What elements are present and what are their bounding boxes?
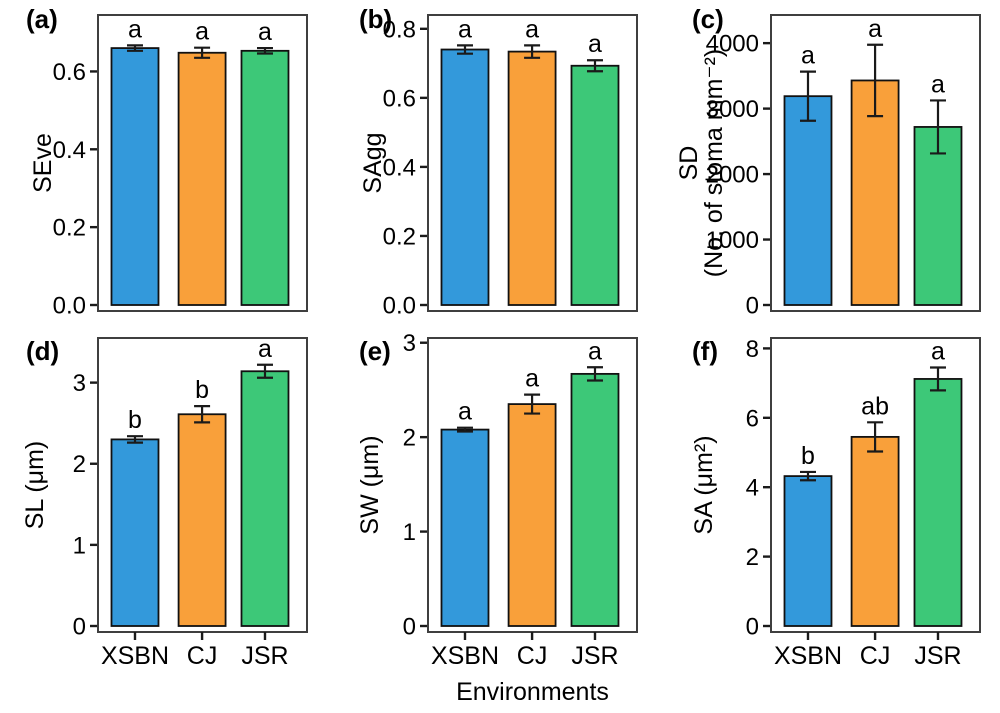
panel-frame bbox=[770, 14, 981, 312]
y-tick-label: 0.0 bbox=[53, 293, 86, 320]
x-tick-label: JSR bbox=[241, 642, 288, 670]
bar-JSR bbox=[570, 372, 620, 627]
y-tick-label: 3 bbox=[73, 370, 86, 397]
panel-b: (b) SAgg 0.0 0.2 0.4 0.6 0.8 a a a bbox=[333, 0, 666, 322]
y-tick-label: 1 bbox=[403, 519, 416, 546]
bar-JSR bbox=[570, 64, 620, 306]
sig-letter: b bbox=[128, 406, 142, 434]
sig-letter: a bbox=[931, 70, 945, 98]
bar-CJ bbox=[507, 403, 557, 627]
panel-e: (e) SW (μm) 0 1 2 3 a XSBN a CJ a JSR Environment… bbox=[333, 322, 666, 713]
sig-letter: a bbox=[931, 337, 945, 365]
plot-area-d: 0 1 2 3 b XSBN b CJ a JSR bbox=[73, 335, 308, 670]
sig-letter: a bbox=[128, 15, 142, 43]
x-tick-label: CJ bbox=[860, 642, 891, 670]
sig-letter: b bbox=[801, 442, 815, 470]
plot-area-e: 0 1 2 3 a XSBN a CJ a JSR bbox=[403, 330, 638, 670]
panel-frame bbox=[97, 14, 308, 312]
sig-letter: a bbox=[868, 15, 882, 43]
panel-a: (a) SEve 0.0 0.2 0.4 0.6 a a a bbox=[0, 0, 333, 322]
sig-letter: a bbox=[588, 30, 602, 58]
panel-f-label: (f) bbox=[692, 336, 718, 366]
y-tick-label: 4 bbox=[746, 475, 759, 502]
bar-CJ bbox=[850, 79, 900, 306]
sig-letter: a bbox=[801, 42, 815, 70]
y-tick-label: 0 bbox=[403, 614, 416, 641]
bar-JSR bbox=[913, 126, 963, 306]
y-tick-label: 0.0 bbox=[383, 293, 416, 320]
x-tick-label: JSR bbox=[571, 642, 618, 670]
x-axis-title: Environments bbox=[456, 678, 609, 706]
plot-area-a: 0.0 0.2 0.4 0.6 a a a bbox=[53, 14, 308, 320]
y-tick-label: 0.6 bbox=[53, 59, 86, 86]
bar-CJ bbox=[177, 51, 227, 306]
x-tick-label: XSBN bbox=[431, 642, 499, 670]
y-tick-label: 6 bbox=[746, 405, 759, 432]
y-tick-label: 2000 bbox=[706, 162, 759, 189]
y-tick-label: 0.4 bbox=[383, 154, 416, 181]
bar-CJ bbox=[507, 50, 557, 306]
y-tick-label: 4000 bbox=[706, 31, 759, 58]
x-tick-label: CJ bbox=[517, 642, 548, 670]
y-tick-label: 0 bbox=[73, 614, 86, 641]
bar-XSBN bbox=[440, 428, 490, 627]
y-tick-label: 0 bbox=[746, 614, 759, 641]
panel-d: (d) SL (μm) 0 1 2 3 b XSBN b CJ a JSR bbox=[0, 322, 333, 713]
sig-letter: ab bbox=[861, 392, 889, 420]
sig-letter: a bbox=[525, 365, 539, 393]
sig-letter: a bbox=[458, 15, 472, 43]
bar-XSBN bbox=[783, 475, 833, 627]
y-tick-label: 8 bbox=[746, 336, 759, 363]
plot-area-c: 0 1000 2000 3000 4000 a a a bbox=[706, 14, 981, 320]
x-tick-label: XSBN bbox=[101, 642, 169, 670]
sig-letter: a bbox=[258, 335, 272, 363]
plot-area-f: 0 2 4 6 8 b XSBN ab CJ a JSR bbox=[746, 336, 981, 670]
y-tick-label: 2 bbox=[403, 425, 416, 452]
panel-a-label: (a) bbox=[26, 4, 58, 34]
bar-JSR bbox=[240, 370, 290, 627]
bar-XSBN bbox=[110, 438, 160, 627]
sig-letter: a bbox=[525, 15, 539, 43]
sig-letter: a bbox=[458, 398, 472, 426]
panel-c: (c) SD (No. of stoma mm⁻²) 0 1000 2000 3000… bbox=[666, 0, 1000, 322]
x-tick-label: XSBN bbox=[774, 642, 842, 670]
panel-e-label: (e) bbox=[359, 336, 391, 366]
sig-letter: a bbox=[258, 18, 272, 46]
plot-area-b: 0.0 0.2 0.4 0.6 0.8 a a a bbox=[383, 14, 638, 320]
bar-XSBN bbox=[440, 48, 490, 306]
y-tick-label: 1 bbox=[73, 532, 86, 559]
panel-b-label: (b) bbox=[359, 4, 393, 34]
panel-frame bbox=[427, 14, 638, 312]
y-tick-label: 3 bbox=[403, 330, 416, 357]
y-tick-label: 0 bbox=[746, 293, 759, 320]
panel-c-label: (c) bbox=[692, 4, 724, 34]
y-tick-label: 0.2 bbox=[383, 223, 416, 250]
y-tick-label: 0.4 bbox=[53, 137, 86, 164]
bar-XSBN bbox=[110, 47, 160, 306]
y-tick-label: 1000 bbox=[706, 227, 759, 254]
y-tick-label: 0.6 bbox=[383, 85, 416, 112]
bar-JSR bbox=[240, 49, 290, 306]
sig-letter: a bbox=[588, 337, 602, 365]
x-tick-label: JSR bbox=[914, 642, 961, 670]
bar-JSR bbox=[913, 378, 963, 627]
y-tick-label: 2 bbox=[73, 451, 86, 478]
bar-CJ bbox=[177, 413, 227, 627]
x-tick-label: CJ bbox=[187, 642, 218, 670]
bar-CJ bbox=[850, 435, 900, 627]
sig-letter: b bbox=[195, 376, 209, 404]
panel-d-label: (d) bbox=[26, 336, 60, 366]
y-tick-label: 2 bbox=[746, 544, 759, 571]
y-tick-label: 0.2 bbox=[53, 215, 86, 242]
sig-letter: a bbox=[195, 18, 209, 46]
bar-XSBN bbox=[783, 95, 833, 306]
y-tick-label: 0.8 bbox=[383, 16, 416, 43]
y-tick-label: 3000 bbox=[706, 96, 759, 123]
panel-f: (f) SA (μm²) 0 2 4 6 8 b XSBN ab CJ a JSR bbox=[666, 322, 1000, 713]
